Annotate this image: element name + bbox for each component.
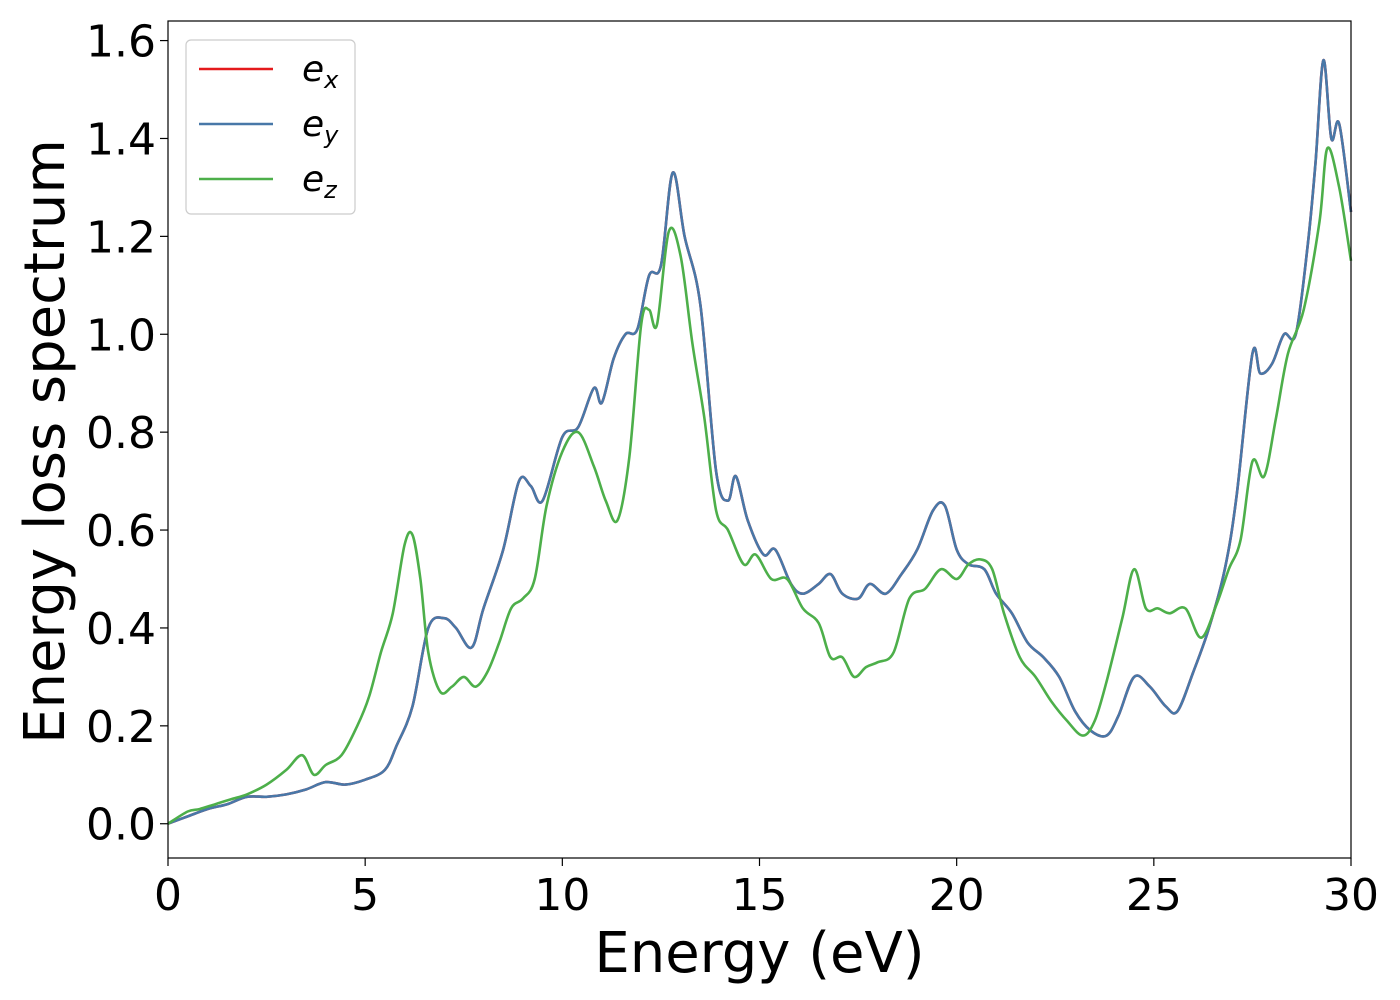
x-axis-label: Energy (eV) bbox=[594, 921, 924, 986]
y-tick-label: 1.0 bbox=[86, 310, 156, 361]
x-tick-label: 0 bbox=[154, 870, 182, 921]
legend-label-sub: x bbox=[323, 66, 339, 94]
x-tick-label: 20 bbox=[929, 870, 985, 921]
legend-label-main: e bbox=[302, 159, 324, 200]
legend-box bbox=[185, 39, 356, 215]
y-ticks: 0.0 0.2 0.4 0.6 0.8 1.0 1.2 1.4 1.6 bbox=[86, 17, 168, 851]
legend-label-ez: ez bbox=[302, 159, 338, 204]
legend-label-sub: y bbox=[323, 121, 339, 149]
y-tick-label: 1.2 bbox=[86, 212, 156, 263]
y-tick-label: 0.6 bbox=[86, 506, 156, 557]
y-tick-label: 0.8 bbox=[86, 408, 156, 459]
y-tick-label: 1.4 bbox=[86, 114, 156, 165]
legend-label-main: e bbox=[302, 104, 324, 145]
y-tick-label: 1.6 bbox=[86, 17, 156, 68]
x-tick-label: 15 bbox=[732, 870, 788, 921]
x-ticks: 0 5 10 15 20 25 30 bbox=[154, 858, 1379, 921]
y-tick-label: 0.2 bbox=[86, 702, 156, 753]
x-tick-label: 10 bbox=[534, 870, 590, 921]
x-tick-label: 30 bbox=[1323, 870, 1379, 921]
legend-label-main: e bbox=[302, 49, 324, 90]
x-tick-label: 5 bbox=[351, 870, 379, 921]
legend-label-ex: ex bbox=[302, 49, 339, 94]
legend-label-ey: ey bbox=[302, 104, 339, 149]
y-tick-label: 0.4 bbox=[86, 604, 156, 655]
y-axis-label: Energy loss spectrum bbox=[13, 139, 78, 744]
legend-label-sub: z bbox=[323, 176, 338, 204]
y-tick-label: 0.0 bbox=[86, 800, 156, 851]
x-tick-label: 25 bbox=[1126, 870, 1182, 921]
series-layer bbox=[167, 58, 1353, 825]
series-line-ez bbox=[167, 146, 1353, 825]
